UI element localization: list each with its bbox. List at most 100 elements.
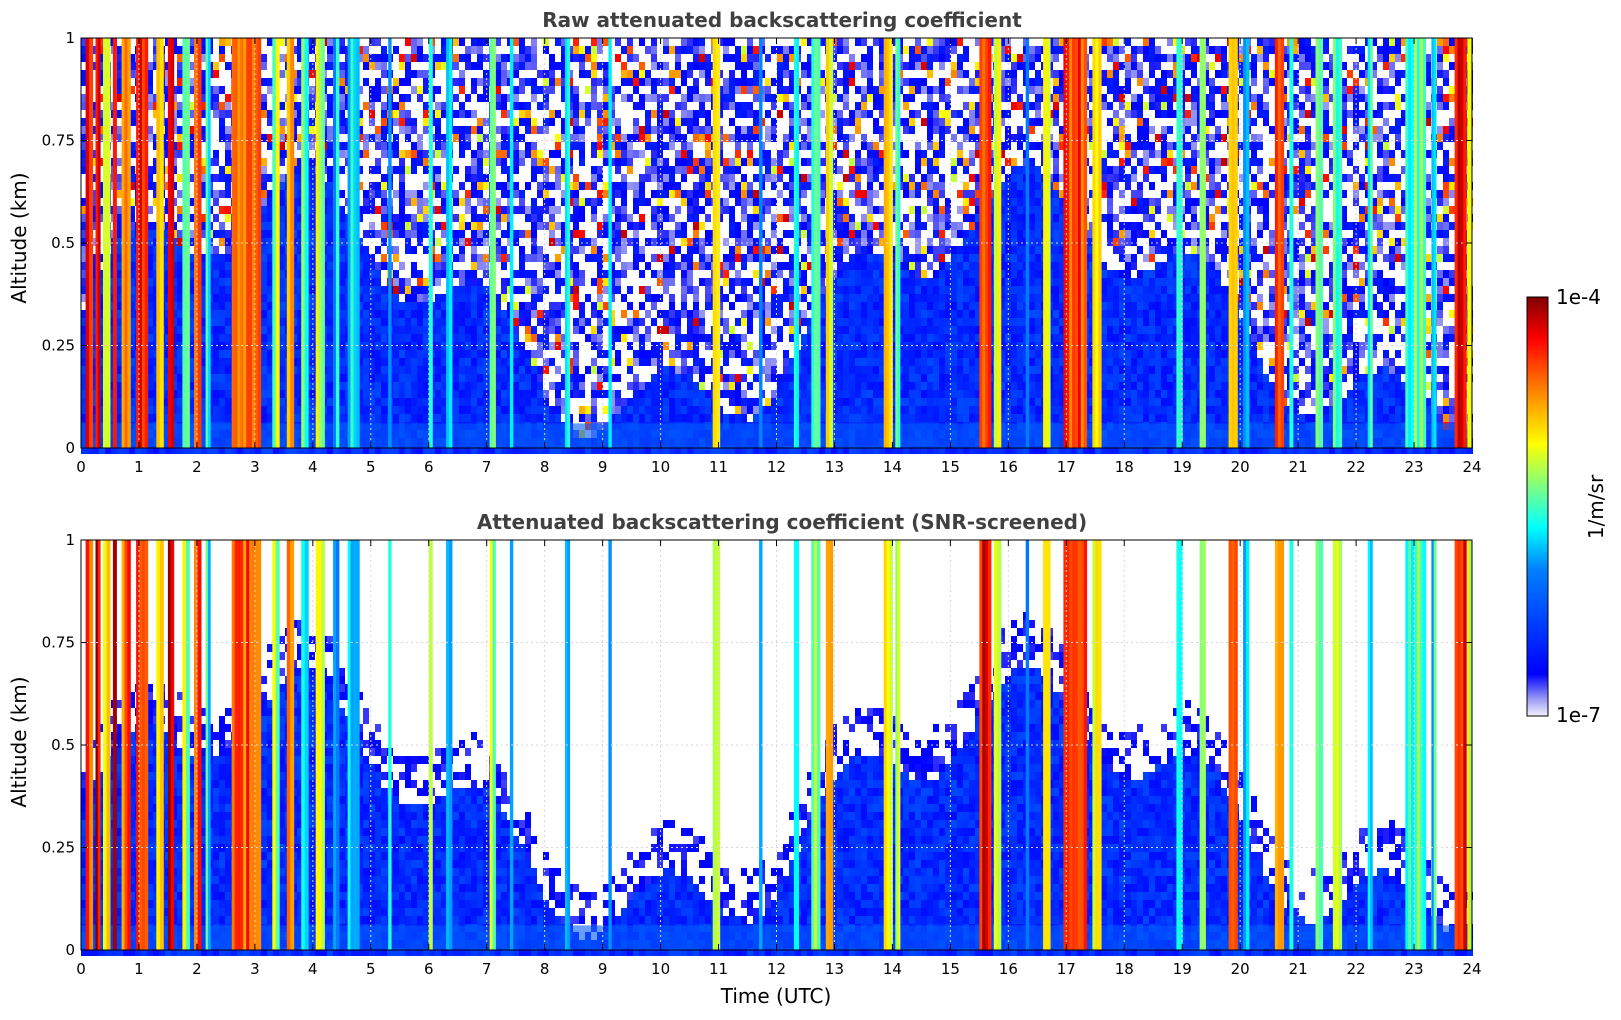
heatmap-cell	[201, 406, 207, 414]
heatmap-cell	[789, 262, 795, 270]
heatmap-cell	[801, 62, 807, 70]
heatmap-cell	[699, 318, 705, 326]
heatmap-cell	[819, 398, 825, 406]
heatmap-cell	[477, 94, 483, 102]
heatmap-cell	[747, 326, 753, 334]
heatmap-cell	[513, 118, 519, 126]
heatmap-cell	[213, 150, 219, 158]
heatmap-cell	[591, 150, 597, 158]
heatmap-cell	[357, 46, 363, 54]
heatmap-cell	[705, 262, 711, 270]
heatmap-cell	[597, 62, 603, 70]
heatmap-cell	[765, 126, 771, 134]
heatmap-cell	[219, 254, 225, 262]
heatmap-cell	[465, 54, 471, 62]
heatmap-cell	[177, 390, 183, 398]
heatmap-cell	[393, 286, 399, 294]
heatmap-cell	[801, 414, 807, 422]
heatmap-cell	[765, 94, 771, 102]
heatmap-cell	[501, 134, 507, 142]
heatmap-cell	[189, 62, 195, 70]
heatmap-cell	[543, 390, 549, 398]
heatmap-cell	[585, 446, 591, 454]
heatmap-cell	[183, 446, 189, 454]
heatmap-cell	[327, 342, 333, 350]
heatmap-cell	[741, 46, 747, 54]
heatmap-cell	[339, 110, 345, 118]
heatmap-cell	[177, 126, 183, 134]
heatmap-cell	[789, 126, 795, 134]
heatmap-cell	[807, 446, 813, 454]
heatmap-cell	[765, 318, 771, 326]
heatmap-cell	[651, 166, 657, 174]
heatmap-cell	[399, 366, 405, 374]
heatmap-cell	[189, 334, 195, 342]
heatmap-cell	[657, 158, 663, 166]
heatmap-cell	[609, 326, 615, 334]
heatmap-cell	[393, 246, 399, 254]
heatmap-cell	[693, 326, 699, 334]
heatmap-cell	[219, 326, 225, 334]
heatmap-cell	[477, 38, 483, 46]
heatmap-cell	[603, 366, 609, 374]
heatmap-cell	[393, 110, 399, 118]
heatmap-cell	[573, 174, 579, 182]
heatmap-cell	[261, 446, 267, 454]
heatmap-cell	[753, 86, 759, 94]
heatmap-cell	[423, 414, 429, 422]
heatmap-cell	[363, 46, 369, 54]
heatmap-cell	[501, 318, 507, 326]
heatmap-cell	[411, 150, 417, 158]
heatmap-cell	[117, 134, 123, 142]
heatmap-cell	[363, 270, 369, 278]
heatmap-cell	[663, 142, 669, 150]
heatmap-cell	[579, 270, 585, 278]
heatmap-cell	[219, 206, 225, 214]
heatmap-cell	[729, 278, 735, 286]
heatmap-cell	[153, 294, 159, 302]
heatmap-cell	[405, 238, 411, 246]
heatmap-cell	[501, 102, 507, 110]
heatmap-cell	[81, 358, 87, 366]
heatmap-cell	[279, 126, 285, 134]
heatmap-cell	[117, 446, 123, 454]
heatmap-cell	[675, 382, 681, 390]
heatmap-cell	[441, 54, 447, 62]
heatmap-cell	[99, 254, 105, 262]
heatmap-cell	[585, 118, 591, 126]
heatmap-cell	[519, 262, 525, 270]
heatmap-cell	[309, 126, 315, 134]
heatmap-cell	[369, 206, 375, 214]
heatmap-cell	[669, 366, 675, 374]
heatmap-cell	[687, 110, 693, 118]
heatmap-cell	[597, 342, 603, 350]
heatmap-cell	[357, 342, 363, 350]
heatmap-cell	[597, 166, 603, 174]
heatmap-cell	[309, 206, 315, 214]
heatmap-cell	[639, 286, 645, 294]
heatmap-cell	[399, 150, 405, 158]
heatmap-cell	[663, 278, 669, 286]
heatmap-cell	[549, 54, 555, 62]
heatmap-cell	[669, 110, 675, 118]
heatmap-cell	[771, 398, 777, 406]
heatmap-cell	[819, 174, 825, 182]
heatmap-cell	[117, 294, 123, 302]
heatmap-cell	[675, 310, 681, 318]
heatmap-cell	[225, 182, 231, 190]
heatmap-cell	[405, 294, 411, 302]
heatmap-cell	[747, 182, 753, 190]
heatmap-cell	[615, 406, 621, 414]
heatmap-cell	[213, 294, 219, 302]
heatmap-cell	[555, 110, 561, 118]
heatmap-cell	[675, 366, 681, 374]
heatmap-cell	[441, 262, 447, 270]
heatmap-cell	[573, 374, 579, 382]
heatmap-cell	[627, 166, 633, 174]
heatmap-cell	[741, 310, 747, 318]
heatmap-cell	[411, 166, 417, 174]
heatmap-cell	[339, 286, 345, 294]
heatmap-cell	[681, 158, 687, 166]
heatmap-cell	[573, 270, 579, 278]
heatmap-cell	[177, 262, 183, 270]
